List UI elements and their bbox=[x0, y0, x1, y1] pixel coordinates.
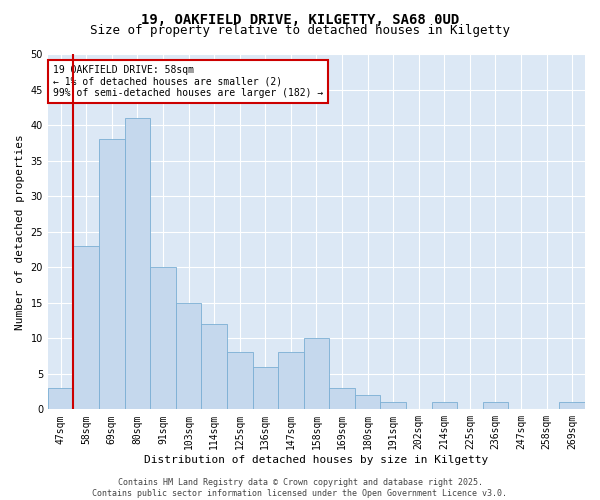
Bar bbox=[355, 395, 380, 409]
Bar bbox=[73, 246, 99, 410]
Bar bbox=[202, 324, 227, 410]
Bar bbox=[176, 302, 202, 410]
Bar bbox=[329, 388, 355, 409]
X-axis label: Distribution of detached houses by size in Kilgetty: Distribution of detached houses by size … bbox=[145, 455, 488, 465]
Text: Contains HM Land Registry data © Crown copyright and database right 2025.
Contai: Contains HM Land Registry data © Crown c… bbox=[92, 478, 508, 498]
Bar bbox=[227, 352, 253, 410]
Bar bbox=[304, 338, 329, 409]
Bar bbox=[48, 388, 73, 409]
Bar bbox=[431, 402, 457, 409]
Bar bbox=[150, 267, 176, 410]
Bar bbox=[99, 140, 125, 409]
Text: Size of property relative to detached houses in Kilgetty: Size of property relative to detached ho… bbox=[90, 24, 510, 37]
Text: 19, OAKFIELD DRIVE, KILGETTY, SA68 0UD: 19, OAKFIELD DRIVE, KILGETTY, SA68 0UD bbox=[141, 12, 459, 26]
Y-axis label: Number of detached properties: Number of detached properties bbox=[15, 134, 25, 330]
Bar bbox=[253, 366, 278, 410]
Bar bbox=[278, 352, 304, 410]
Bar bbox=[380, 402, 406, 409]
Bar bbox=[482, 402, 508, 409]
Bar bbox=[125, 118, 150, 410]
Text: 19 OAKFIELD DRIVE: 58sqm
← 1% of detached houses are smaller (2)
99% of semi-det: 19 OAKFIELD DRIVE: 58sqm ← 1% of detache… bbox=[53, 64, 323, 98]
Bar bbox=[559, 402, 585, 409]
